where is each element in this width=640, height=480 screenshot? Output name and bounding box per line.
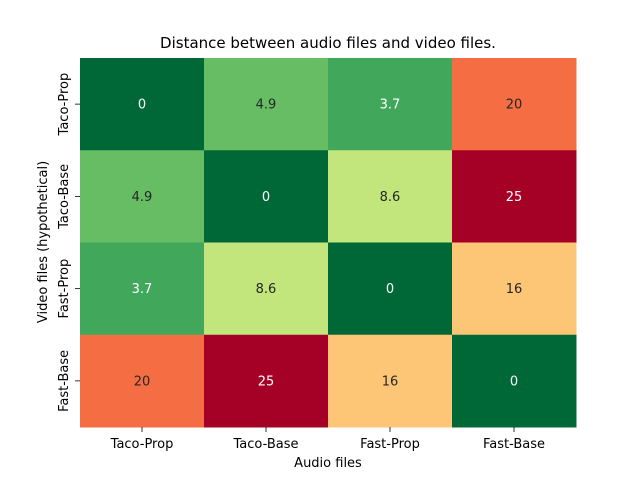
cell-value-label: 0 [262,190,270,205]
cell-value-label: 16 [382,374,399,389]
chart-title: Distance between audio files and video f… [160,34,496,52]
heatmap-cell [80,334,205,428]
heatmap-cell [328,150,453,243]
y-axis-label: Video files (hypothetical) [36,161,51,323]
x-axis-ticks: Taco-Prop Taco-Base Fast-Prop Fast-Base [110,427,545,452]
x-tick-label: Taco-Base [233,437,299,452]
cell-value-label: 3.7 [132,282,153,297]
cell-value-label: 4.9 [256,98,277,113]
heatmap-cell [80,242,205,336]
cell-value-label: 8.6 [256,282,277,297]
heatmap-cell [452,150,577,243]
y-tick-label: Taco-Prop [57,73,72,137]
heatmap-cell [452,58,577,151]
heatmap-cell [80,150,205,243]
heatmap-cell [328,334,453,428]
heatmap-cell [328,242,453,336]
heatmap-cell [204,334,329,428]
cell-value-label: 20 [134,374,151,389]
cell-value-label: 4.9 [132,190,153,205]
heatmap-cell-labels: 0 4.9 3.7 20 4.9 0 8.6 25 3.7 8.6 0 16 20 25 16 0 [132,98,523,390]
heatmap-cell [328,58,453,151]
heatmap-cell [80,58,205,151]
y-axis-ticks: Taco-Prop Taco-Base Fast-Prop Fast-Base [57,73,80,412]
cell-value-label: 20 [506,98,523,113]
cell-value-label: 25 [258,374,275,389]
cell-value-label: 0 [138,98,146,113]
y-tick-label: Fast-Base [57,350,72,412]
heatmap-cell [204,150,329,243]
x-tick-label: Fast-Base [483,437,545,452]
heatmap-cell [452,334,577,428]
cell-value-label: 25 [506,190,523,205]
x-tick-label: Taco-Prop [110,437,174,452]
y-tick-label: Fast-Prop [57,259,72,319]
cell-value-label: 0 [510,374,518,389]
heatmap-cell [204,242,329,336]
cell-value-label: 16 [506,282,523,297]
x-axis-label: Audio files [294,456,362,471]
cell-value-label: 8.6 [380,190,401,205]
heatmap-cell [452,242,577,336]
cell-value-label: 3.7 [380,98,401,113]
heatmap-cell [204,58,329,151]
cell-value-label: 0 [386,282,394,297]
x-tick-label: Fast-Prop [360,437,420,452]
heatmap-cells [80,58,577,428]
y-tick-label: Taco-Base [57,164,72,230]
